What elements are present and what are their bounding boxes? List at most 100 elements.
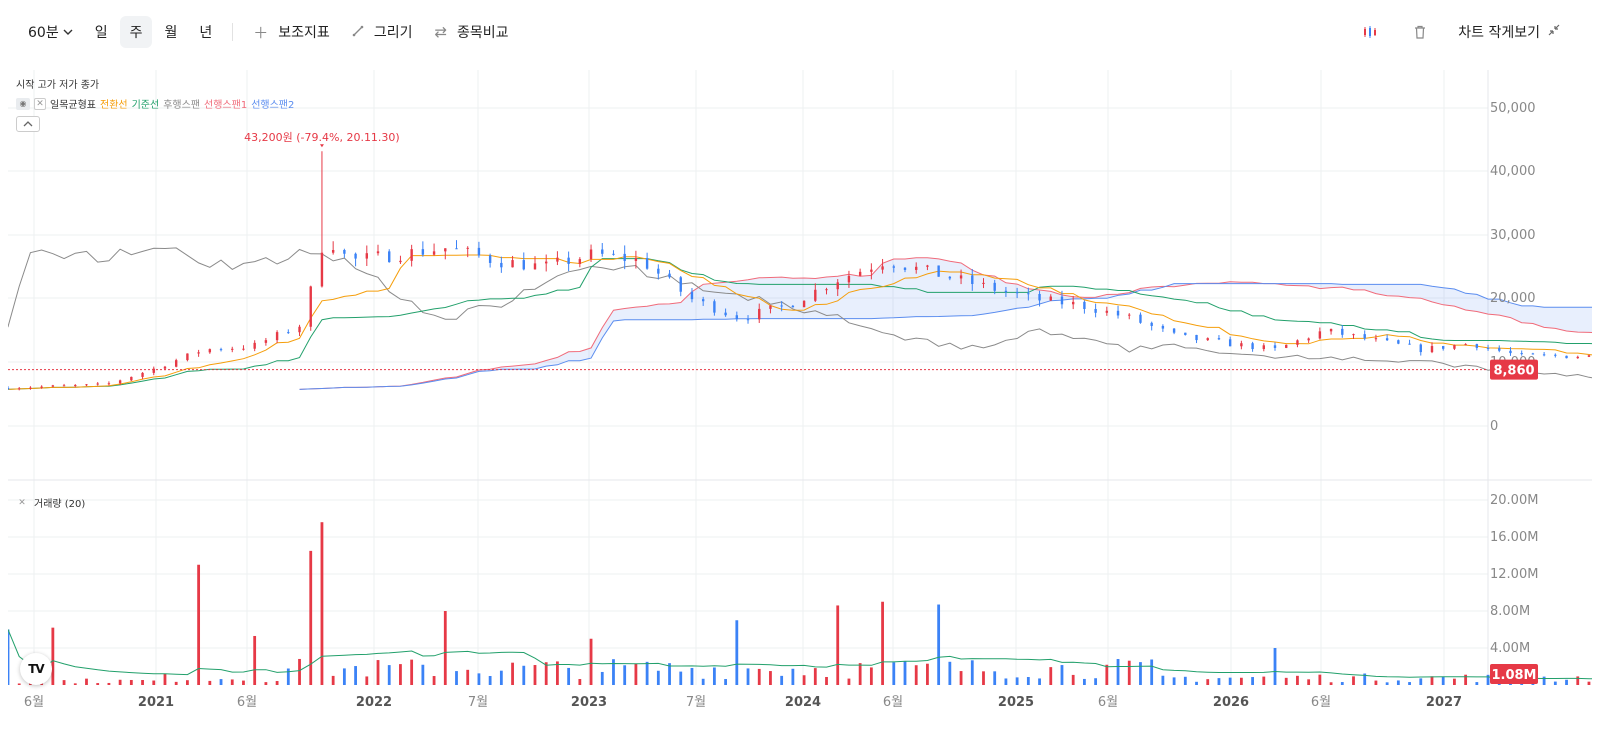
volume-bar [1296, 675, 1299, 685]
candle-body [601, 249, 604, 254]
chikou-line [8, 247, 1592, 379]
candle-body [926, 265, 929, 267]
volume-bar [746, 668, 750, 685]
volume-bar [354, 666, 357, 685]
candle-body [578, 259, 582, 264]
volume-bar [1183, 676, 1187, 685]
period-year[interactable]: 년 [199, 25, 213, 41]
candle-body [511, 260, 514, 268]
volume-ma-line [8, 629, 1592, 680]
candle-body [40, 386, 43, 388]
candle-body [197, 352, 200, 354]
time-tick-label: 2026 [1213, 695, 1249, 709]
volume-bar [825, 676, 828, 685]
volume-bar [1453, 678, 1456, 685]
volume-bar [892, 662, 896, 685]
candle-body [1542, 354, 1546, 356]
chevron-up-icon[interactable] [16, 116, 40, 132]
volume-bar [186, 680, 189, 685]
candle-body [130, 376, 133, 381]
volume-bar [1542, 676, 1546, 685]
chart-grid [8, 70, 1592, 685]
indicators-button[interactable]: ＋ 보조지표 [243, 16, 340, 48]
candle-body [892, 266, 895, 268]
price-tick-label: 40,000 [1490, 164, 1536, 179]
volume-bar [1239, 677, 1243, 685]
candle-body [1217, 338, 1221, 340]
volume-bar [724, 679, 727, 685]
candle-body [174, 360, 178, 367]
volume-bar [477, 673, 481, 685]
candle-body [814, 289, 817, 301]
tenkan-label: 전환선 [100, 100, 128, 111]
volume-bar [690, 667, 694, 685]
volume-bar [1363, 673, 1367, 685]
interval-dropdown[interactable]: 60분 [18, 16, 83, 48]
candle-body [870, 269, 873, 272]
volume-bar [73, 683, 77, 685]
candle-body [1464, 344, 1467, 346]
volume-bar [970, 660, 974, 685]
period-week[interactable]: 주 [119, 16, 153, 48]
candle-body [231, 348, 234, 350]
candle-body [1397, 340, 1400, 344]
draw-button[interactable]: 그리기 [342, 16, 423, 48]
candlestick-icon[interactable] [1358, 16, 1382, 48]
candle-body [96, 383, 99, 385]
period-day[interactable]: 일 [94, 25, 108, 41]
current-price-badge [1490, 359, 1538, 380]
volume-bar [533, 665, 537, 685]
close-icon[interactable]: ✕ [34, 97, 46, 110]
span1-line [299, 257, 1592, 390]
volume-bar [1307, 679, 1311, 685]
volume-bar [62, 680, 66, 685]
candle-body [343, 250, 346, 254]
span2-label: 선행스팬2 [251, 100, 295, 111]
volume-bar [1441, 676, 1445, 685]
candle-body [1015, 292, 1019, 294]
volume-bar [320, 522, 324, 685]
chart-toolbar: 60분 일 주 월 년 ＋ 보조지표 그리기 ⇄ 종목비교 [0, 0, 1600, 64]
candlesticks [8, 151, 1591, 391]
volume-bar [208, 680, 212, 685]
candle-body [1587, 355, 1591, 357]
volume-legend: ✕ 거래량 (20) [16, 495, 85, 511]
candle-body [858, 271, 862, 276]
candle-body [1520, 353, 1523, 355]
candle-body [657, 268, 660, 274]
trash-icon[interactable] [1408, 16, 1432, 48]
candle-body [1318, 331, 1322, 339]
candle-body [18, 388, 21, 390]
volume-bar [578, 679, 582, 685]
volume-bar [8, 629, 10, 685]
candle-body [623, 253, 626, 261]
candle-body [1554, 354, 1557, 356]
volume-bar [1139, 662, 1142, 685]
volume-bar [264, 682, 268, 685]
time-tick-label: 2023 [571, 695, 607, 709]
close-icon[interactable]: ✕ [18, 497, 26, 508]
candle-body [1352, 334, 1355, 336]
shrink-chart-button[interactable]: 차트 작게보기 [1458, 22, 1560, 42]
volume-bar [219, 679, 223, 685]
volume-bar [600, 671, 604, 685]
candle-body [488, 255, 492, 263]
stock-chart[interactable]: 50,00040,00030,00020,00010,000020.00M16.… [8, 70, 1592, 709]
high-marker [319, 144, 324, 148]
time-tick-label: 6월 [24, 695, 44, 709]
candle-body [993, 282, 996, 291]
candle-body [1296, 340, 1299, 345]
candle-body [298, 326, 301, 333]
volume-bar [499, 670, 503, 685]
eye-icon[interactable]: ◉ [16, 97, 30, 110]
candle-body [802, 300, 806, 308]
volume-bar [1385, 682, 1389, 685]
compare-button[interactable]: ⇄ 종목비교 [424, 16, 518, 48]
candle-body [399, 260, 402, 263]
candle-body [1285, 344, 1288, 348]
period-month[interactable]: 월 [164, 25, 178, 41]
volume-bar [163, 673, 167, 685]
volume-tick-label: 20.00M [1490, 493, 1538, 508]
volume-bar [96, 683, 100, 685]
volume-bar [1464, 674, 1468, 685]
